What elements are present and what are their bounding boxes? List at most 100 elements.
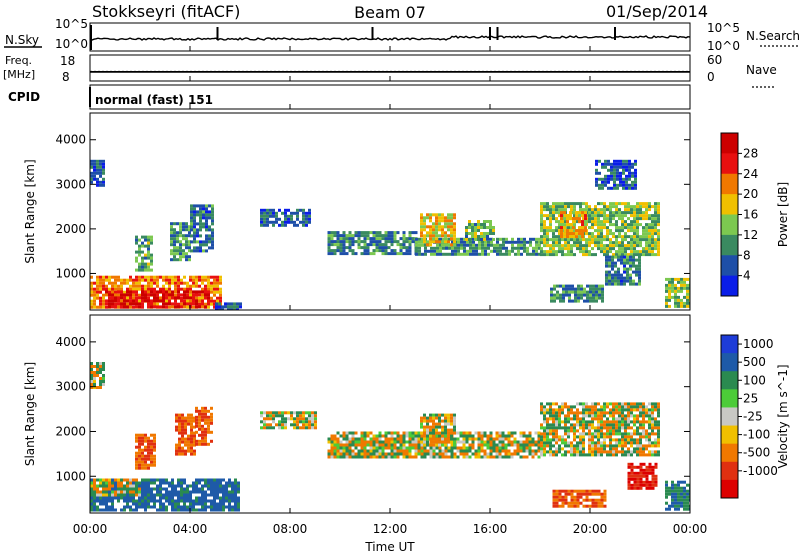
cell — [144, 236, 147, 239]
cell — [450, 417, 453, 420]
cell — [165, 296, 168, 299]
cell — [181, 426, 184, 429]
cell — [198, 497, 201, 500]
cell — [170, 228, 173, 231]
cell — [577, 499, 580, 502]
cell — [281, 417, 284, 420]
cell — [211, 222, 214, 225]
cell — [239, 305, 242, 308]
cell — [668, 281, 671, 284]
cell — [165, 302, 168, 305]
cell — [636, 408, 639, 411]
cell — [225, 500, 228, 503]
cell — [198, 509, 201, 512]
cell — [475, 250, 478, 253]
cell — [489, 223, 492, 226]
cell — [117, 494, 120, 497]
cell — [355, 234, 358, 237]
cell — [192, 279, 195, 282]
cell — [409, 435, 412, 438]
cell — [204, 482, 207, 485]
cell — [612, 235, 615, 238]
cell — [499, 238, 502, 241]
cell — [453, 432, 456, 435]
cell — [683, 287, 686, 290]
cell — [370, 252, 373, 255]
cell — [135, 282, 138, 285]
cell — [594, 408, 597, 411]
y-tick-label: 4000 — [55, 335, 86, 349]
cell — [187, 417, 190, 420]
cell — [391, 438, 394, 441]
cell — [302, 426, 305, 429]
cell — [123, 296, 126, 299]
cell — [189, 494, 192, 497]
cell — [603, 244, 606, 247]
cell — [175, 414, 178, 417]
cell — [176, 252, 179, 255]
cell — [460, 253, 463, 256]
cell — [480, 238, 483, 241]
radar-title: Stokkseyri (fitACF) — [92, 2, 240, 21]
cell — [111, 485, 114, 488]
cell — [625, 181, 628, 184]
cell — [463, 435, 466, 438]
cell — [162, 305, 165, 308]
cell — [657, 238, 660, 241]
cell — [463, 453, 466, 456]
cell — [638, 268, 641, 271]
cell — [99, 175, 102, 178]
cell — [499, 441, 502, 444]
cell — [546, 444, 549, 447]
cell — [562, 505, 565, 508]
cell — [657, 232, 660, 235]
cell — [314, 414, 317, 417]
cell — [651, 408, 654, 411]
cell — [643, 463, 646, 466]
cell — [186, 491, 189, 494]
cell — [108, 296, 111, 299]
cell — [457, 447, 460, 450]
cell — [583, 288, 586, 291]
cell — [646, 466, 649, 469]
cell — [508, 450, 511, 453]
cell — [564, 441, 567, 444]
cell — [331, 456, 334, 459]
cell — [180, 293, 183, 296]
cell — [549, 426, 552, 429]
cell — [627, 426, 630, 429]
cell — [618, 235, 621, 238]
cell — [618, 214, 621, 217]
cell — [445, 453, 448, 456]
cell — [603, 238, 606, 241]
cell — [520, 447, 523, 450]
cell — [423, 414, 426, 417]
cell — [632, 259, 635, 262]
cell — [340, 237, 343, 240]
cell — [193, 213, 196, 216]
cell — [260, 420, 263, 423]
cell — [162, 288, 165, 291]
cell — [639, 420, 642, 423]
cell — [605, 265, 608, 268]
cell — [603, 411, 606, 414]
cell — [135, 461, 138, 464]
cell — [117, 488, 120, 491]
noise-left-tick-top: 10^5 — [55, 17, 88, 31]
cell — [114, 485, 117, 488]
cell — [631, 466, 634, 469]
cell — [654, 202, 657, 205]
cell — [460, 241, 463, 244]
cell — [651, 235, 654, 238]
cell — [582, 247, 585, 250]
cell — [415, 447, 418, 450]
cell — [609, 214, 612, 217]
cell — [609, 453, 612, 456]
cell — [394, 450, 397, 453]
cell — [657, 402, 660, 405]
cell — [630, 250, 633, 253]
cell — [674, 490, 677, 493]
cell — [379, 435, 382, 438]
cell — [165, 482, 168, 485]
cell — [580, 496, 583, 499]
